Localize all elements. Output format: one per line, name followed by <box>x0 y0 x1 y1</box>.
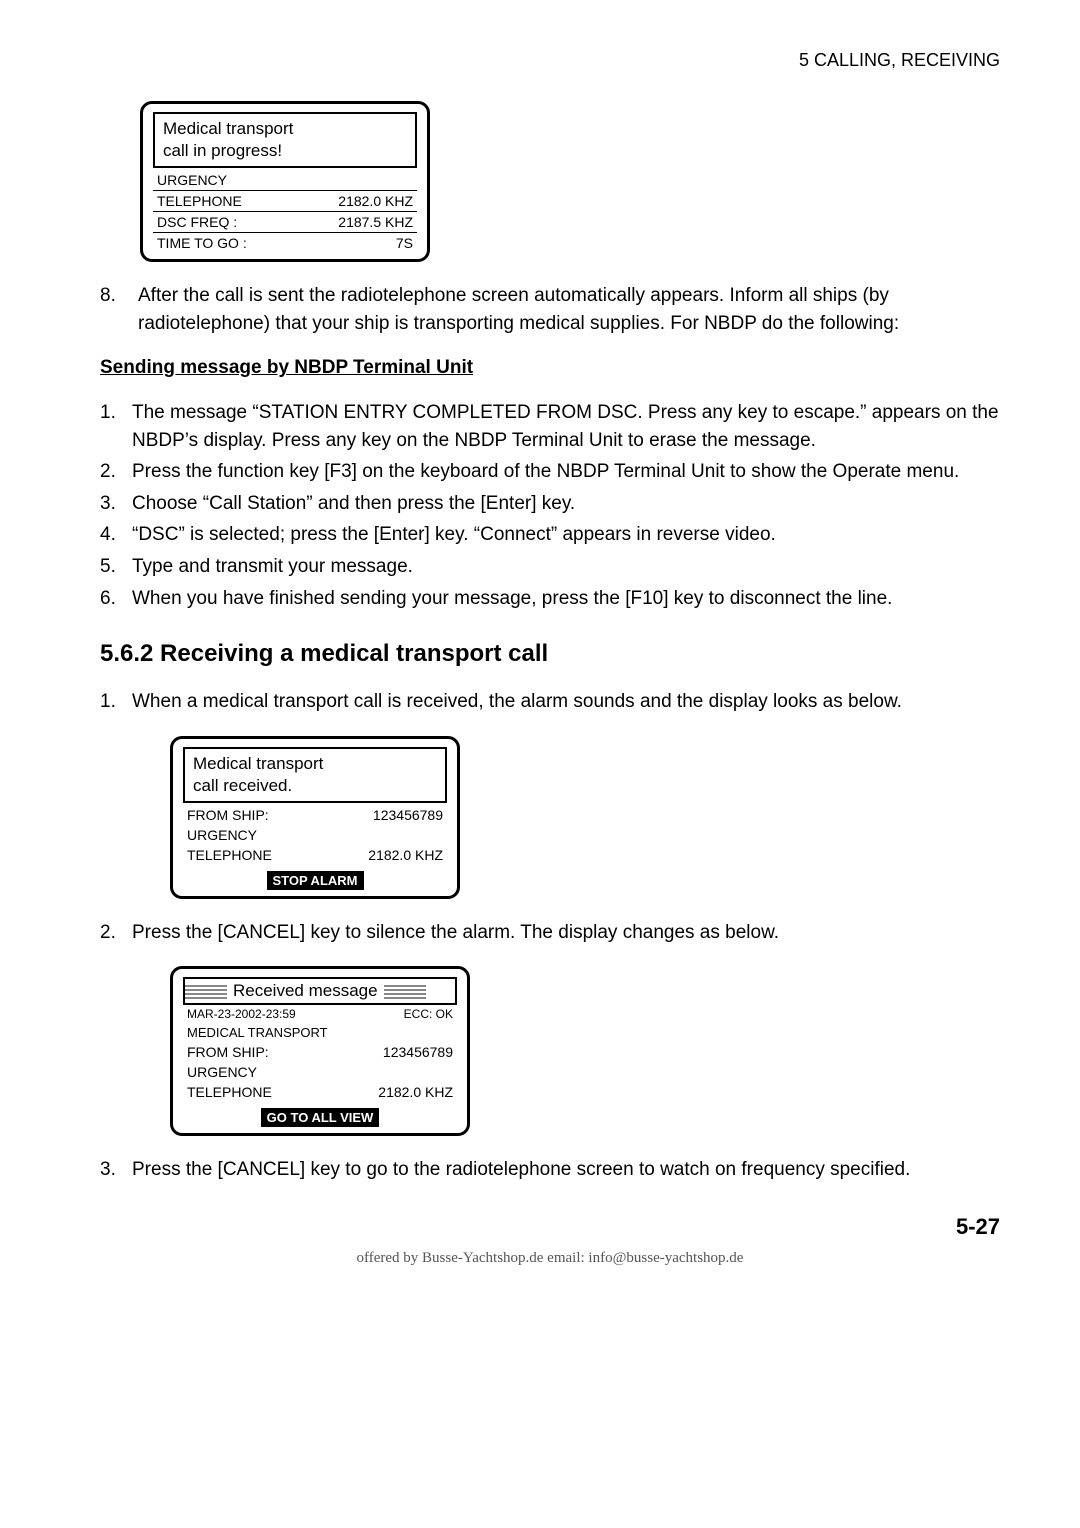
list-num: 8. <box>100 282 132 337</box>
hatch-right-icon <box>384 983 426 999</box>
nbdp-step4: “DSC” is selected; press the [Enter] key… <box>132 521 1000 549</box>
display-call-received: Medical transport call received. FROM SH… <box>170 736 460 899</box>
box3-fromship-label: FROM SHIP: <box>187 1044 269 1060</box>
recv-step1: When a medical transport call is receive… <box>132 688 1000 716</box>
nbdp-step2: Press the function key [F3] on the keybo… <box>132 458 1000 486</box>
box2-telephone-val: 2182.0 KHZ <box>368 847 443 863</box>
box1-title-l2: call in progress! <box>163 140 407 162</box>
box3-fromship-val: 123456789 <box>383 1044 453 1060</box>
box1-telephone-label: TELEPHONE <box>157 193 242 209</box>
box2-fromship-val: 123456789 <box>373 807 443 823</box>
box3-telephone-label: TELEPHONE <box>187 1084 272 1100</box>
box3-ecc: ECC: OK <box>404 1007 453 1021</box>
box3-urgency: URGENCY <box>187 1064 257 1080</box>
footer-text: offered by Busse-Yachtshop.de email: inf… <box>100 1250 1000 1267</box>
nbdp-step1: The message “STATION ENTRY COMPLETED FRO… <box>132 399 1000 454</box>
recv-step2: Press the [CANCEL] key to silence the al… <box>132 919 1000 947</box>
section-heading: 5.6.2 Receiving a medical transport call <box>100 640 1000 668</box>
box2-telephone-label: TELEPHONE <box>187 847 272 863</box>
sending-nbdp-heading: Sending message by NBDP Terminal Unit <box>100 357 1000 379</box>
box3-title: Received message <box>183 977 457 1005</box>
box1-urgency: URGENCY <box>157 172 227 188</box>
go-to-all-view-bar: GO TO ALL VIEW <box>261 1108 380 1127</box>
stop-alarm-bar: STOP ALARM <box>267 871 364 890</box>
box1-timetogo-val: 7S <box>396 235 413 251</box>
box1-title-l1: Medical transport <box>163 118 407 140</box>
box1-dscfreq-label: DSC FREQ : <box>157 214 237 230</box>
box3-medtrans: MEDICAL TRANSPORT <box>187 1025 328 1040</box>
box3-date: MAR-23-2002-23:59 <box>187 1007 296 1021</box>
nbdp-step3: Choose “Call Station” and then press the… <box>132 490 1000 518</box>
box1-telephone-val: 2182.0 KHZ <box>338 193 413 209</box>
box2-urgency: URGENCY <box>187 827 257 843</box>
box3-telephone-val: 2182.0 KHZ <box>378 1084 453 1100</box>
hatch-left-icon <box>185 983 227 999</box>
display-received-message: Received message MAR-23-2002-23:59 ECC: O… <box>170 966 470 1136</box>
box2-fromship-label: FROM SHIP: <box>187 807 269 823</box>
display-call-in-progress: Medical transport call in progress! URGE… <box>140 101 430 262</box>
nbdp-step5: Type and transmit your message. <box>132 553 1000 581</box>
box2-title: Medical transport call received. <box>183 747 447 803</box>
nbdp-step6: When you have finished sending your mess… <box>132 585 1000 613</box>
recv-step3: Press the [CANCEL] key to go to the radi… <box>132 1156 1000 1184</box>
box1-dscfreq-val: 2187.5 KHZ <box>338 214 413 230</box>
box1-title: Medical transport call in progress! <box>153 112 417 168</box>
page-number: 5-27 <box>100 1214 1000 1240</box>
step8-text: After the call is sent the radiotelephon… <box>132 282 1000 337</box>
box1-timetogo-label: TIME TO GO : <box>157 235 247 251</box>
page-header: 5 CALLING, RECEIVING <box>100 50 1000 71</box>
